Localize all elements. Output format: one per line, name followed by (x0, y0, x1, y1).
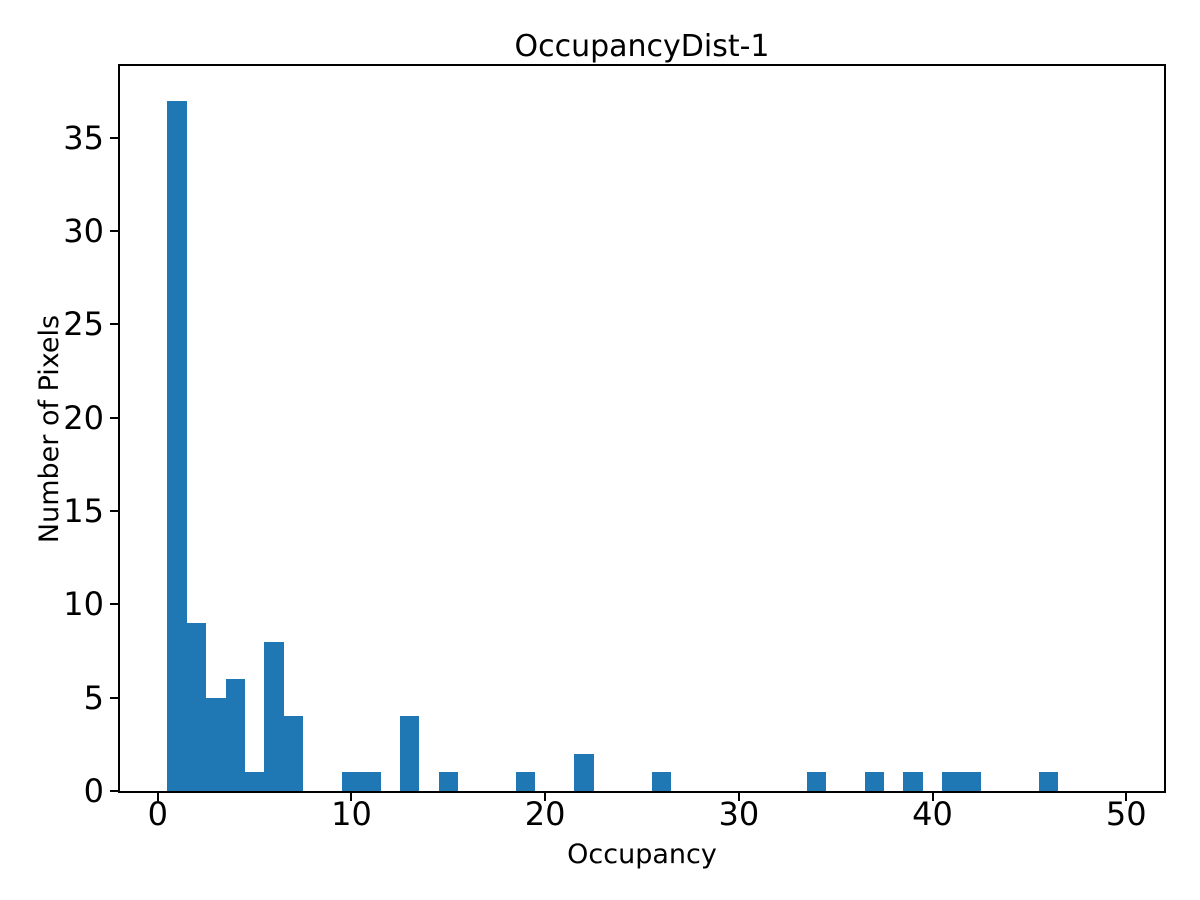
y-tick-label-0: 0 (83, 772, 104, 810)
x-tick-label-10: 10 (331, 795, 372, 833)
histogram-bar-occupancy-3 (206, 697, 226, 791)
chart-title: OccupancyDist-1 (514, 29, 770, 64)
histogram-bar-occupancy-4 (225, 679, 245, 791)
x-tick-label-20: 20 (524, 795, 566, 833)
x-tick-mark-20 (544, 793, 547, 801)
x-tick-mark-50 (1125, 793, 1128, 801)
histogram-bar-occupancy-19 (516, 772, 536, 791)
histogram-bar-occupancy-5 (244, 772, 265, 791)
y-tick-mark-10 (110, 603, 118, 606)
x-tick-mark-10 (350, 793, 353, 801)
y-tick-label-30: 30 (63, 212, 104, 251)
histogram-bar-occupancy-15 (438, 772, 458, 791)
y-tick-mark-35 (110, 136, 118, 139)
x-axis-label: Occupancy (567, 839, 717, 870)
x-tick-label-30: 30 (718, 795, 760, 833)
histogram-bar-occupancy-7 (283, 716, 304, 791)
histogram-bar-occupancy-37 (864, 772, 885, 791)
y-tick-mark-30 (110, 230, 118, 233)
histogram-bar-occupancy-42 (961, 772, 981, 791)
histogram-bar-occupancy-6 (264, 641, 284, 791)
y-tick-label-35: 35 (63, 118, 104, 157)
y-tick-label-10: 10 (63, 585, 104, 624)
histogram-bar-occupancy-46 (1039, 772, 1059, 791)
bars-layer (120, 66, 1164, 791)
histogram-bar-occupancy-41 (942, 772, 962, 791)
y-tick-mark-20 (110, 416, 118, 419)
y-axis-label: Number of Pixels (34, 314, 65, 544)
y-tick-mark-5 (110, 696, 118, 699)
y-tick-mark-25 (110, 323, 118, 326)
histogram-bar-occupancy-22 (574, 753, 594, 791)
histogram-bar-occupancy-10 (341, 772, 362, 791)
x-tick-label-50: 50 (1105, 795, 1147, 833)
y-tick-mark-15 (110, 510, 118, 513)
x-tick-label-0: 0 (147, 795, 168, 833)
x-tick-mark-40 (931, 793, 934, 801)
histogram-bar-occupancy-26 (651, 772, 672, 791)
y-tick-mark-0 (110, 790, 118, 792)
plot-area (118, 64, 1166, 793)
y-tick-label-5: 5 (83, 678, 104, 717)
histogram-bar-occupancy-11 (361, 772, 381, 791)
histogram-bar-occupancy-2 (186, 623, 207, 791)
histogram-bar-occupancy-1 (167, 100, 187, 791)
histogram-bar-occupancy-13 (399, 716, 420, 791)
x-tick-mark-30 (737, 793, 740, 801)
x-tick-label-40: 40 (912, 795, 953, 833)
x-tick-mark-0 (156, 793, 159, 801)
histogram-bar-occupancy-39 (903, 772, 923, 791)
histogram-bar-occupancy-34 (806, 772, 826, 791)
